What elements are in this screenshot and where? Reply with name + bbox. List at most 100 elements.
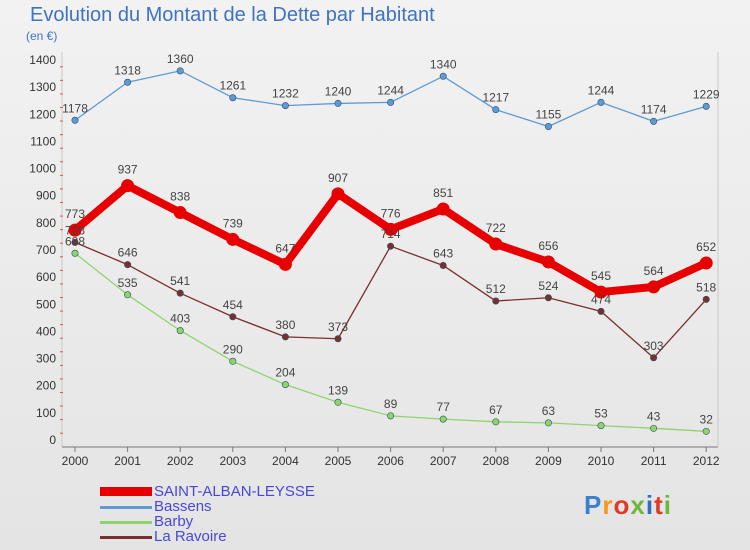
data-point <box>702 427 710 435</box>
data-point <box>650 424 658 432</box>
data-point <box>68 223 82 237</box>
x-tick-label: 2004 <box>272 454 299 468</box>
data-point <box>541 255 555 269</box>
data-label: 63 <box>542 404 556 418</box>
data-label: 474 <box>591 292 611 306</box>
logo-letter: i <box>663 490 672 520</box>
data-point <box>176 327 184 335</box>
x-tick-label: 2001 <box>114 454 141 468</box>
y-tick-label: 1200 <box>29 107 56 121</box>
legend-label: La Ravoire <box>154 528 227 545</box>
data-label: 776 <box>381 206 401 220</box>
data-point <box>71 249 79 257</box>
data-label: 1244 <box>588 83 615 97</box>
logo-letter: r <box>602 490 614 520</box>
y-tick-label: 700 <box>36 243 56 257</box>
legend-swatch <box>100 536 152 539</box>
data-label: 43 <box>647 409 661 423</box>
logo-letter: o <box>613 490 631 520</box>
data-label: 541 <box>170 274 190 288</box>
y-tick-label: 800 <box>36 216 56 230</box>
data-point <box>439 261 447 269</box>
logo-letter: P <box>584 490 603 520</box>
axes: 0 100 200 300 400 500 600 700 800 900 1000 1100 1200… <box>29 52 720 468</box>
data-label: 656 <box>538 239 558 253</box>
data-label: 1217 <box>482 91 509 105</box>
data-label: 1261 <box>219 79 246 93</box>
legend-label: Barby <box>154 513 194 530</box>
series-line <box>74 241 707 359</box>
data-label: 838 <box>170 190 190 204</box>
data-point <box>281 333 289 341</box>
y-tick-label: 1300 <box>29 80 56 94</box>
data-point <box>702 295 710 303</box>
data-label: 1155 <box>535 108 561 122</box>
data-label: 454 <box>223 298 243 312</box>
data-point <box>699 256 713 270</box>
x-tick-label: 2008 <box>482 454 509 468</box>
legend-item-la-ravoire: La Ravoire <box>100 529 360 544</box>
y-tick-label: 100 <box>36 406 56 420</box>
y-tick-label: 600 <box>36 270 56 284</box>
data-point <box>334 335 342 343</box>
data-label: 1229 <box>693 87 720 101</box>
x-tick-label: 2000 <box>62 454 89 468</box>
data-label: 518 <box>696 280 716 294</box>
data-point <box>647 280 661 294</box>
data-point <box>124 261 132 269</box>
data-label: 373 <box>328 320 348 334</box>
data-point <box>71 116 79 124</box>
x-tick-label: 2006 <box>377 454 404 468</box>
data-label: 647 <box>275 241 295 255</box>
data-label: 688 <box>65 234 85 248</box>
data-point <box>492 418 500 426</box>
data-label: 1318 <box>114 63 141 77</box>
data-point <box>492 106 500 114</box>
data-label: 1232 <box>272 87 299 101</box>
series-markers <box>68 67 713 435</box>
x-tick-label: 2003 <box>219 454 246 468</box>
legend-item-bassens: Bassens <box>100 499 360 514</box>
data-label: 652 <box>696 240 716 254</box>
legend-swatch <box>100 487 152 496</box>
proxiti-logo: Proxiti <box>584 490 672 521</box>
data-point <box>278 257 292 271</box>
data-label: 290 <box>223 342 243 356</box>
data-point <box>229 313 237 321</box>
legend-item-saint-alban-leysse: SAINT-ALBAN-LEYSSE <box>100 484 360 499</box>
data-label: 564 <box>644 264 664 278</box>
data-labels: 1178 1318 1360 1261 1232 1240 1244 1340 1217 1155… <box>62 52 720 426</box>
data-point <box>650 354 658 362</box>
x-tick-label: 2010 <box>588 454 615 468</box>
data-label: 32 <box>700 412 714 426</box>
data-label: 714 <box>381 227 401 241</box>
logo-letter: t <box>654 490 664 520</box>
data-label: 204 <box>275 366 295 380</box>
data-point <box>702 102 710 110</box>
data-label: 851 <box>433 186 453 200</box>
data-point <box>544 123 552 131</box>
data-point <box>544 419 552 427</box>
data-label: 773 <box>65 207 85 221</box>
data-label: 89 <box>384 397 398 411</box>
data-point <box>594 285 608 299</box>
data-point <box>229 94 237 102</box>
data-point <box>387 412 395 420</box>
data-label: 535 <box>118 276 138 290</box>
x-tick-label: 2007 <box>430 454 457 468</box>
data-label: 1240 <box>325 84 352 98</box>
data-point <box>384 222 398 236</box>
legend-swatch <box>100 521 152 524</box>
x-tick-label: 2012 <box>693 454 720 468</box>
data-point <box>334 99 342 107</box>
data-label: 728 <box>65 223 85 237</box>
y-tick-label: 400 <box>36 324 56 338</box>
data-point <box>331 187 345 201</box>
data-point <box>176 289 184 297</box>
data-label: 403 <box>170 312 190 326</box>
chart-subtitle: (en €) <box>26 29 58 43</box>
data-point <box>597 98 605 106</box>
y-tick-label: 1400 <box>29 53 56 67</box>
